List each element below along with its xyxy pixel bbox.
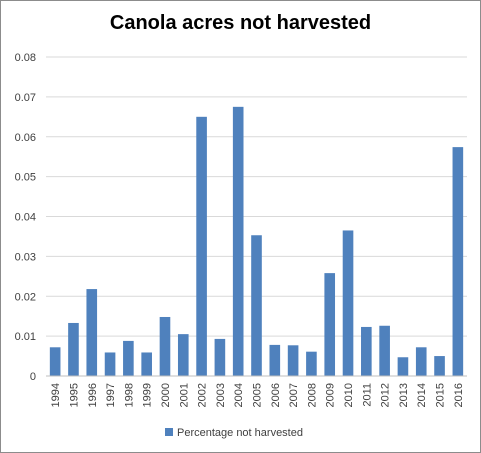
bar-1994 <box>49 347 61 376</box>
x-tick-label: 1994 <box>50 383 62 407</box>
bar-1998 <box>123 340 134 376</box>
bar-2000 <box>159 316 171 376</box>
bar-2006 <box>269 344 281 376</box>
x-tick-label: 2008 <box>306 383 318 407</box>
x-tick-label: 1999 <box>142 383 154 407</box>
bar-2012 <box>379 325 390 376</box>
x-tick-label: 2004 <box>233 383 245 407</box>
y-tick-label: 0 <box>30 371 36 383</box>
bar-2005 <box>251 235 262 376</box>
legend-label: Percentage not harvested <box>177 427 303 439</box>
bars <box>49 106 464 376</box>
x-tick-label: 1997 <box>105 383 117 407</box>
bar-2008 <box>306 351 317 376</box>
legend: Percentage not harvested <box>165 427 303 439</box>
y-tick-label: 0.03 <box>15 251 36 263</box>
y-axis-tick-labels: 0 0.01 0.02 0.03 0.04 0.05 0.06 0.07 0.08 <box>15 52 36 383</box>
x-tick-label: 2012 <box>380 383 392 407</box>
x-tick-label: 2007 <box>288 383 300 407</box>
bar-2016 <box>452 147 464 376</box>
bar-1996 <box>86 289 98 376</box>
y-tick-label: 0.05 <box>15 172 36 184</box>
y-tick-label: 0.07 <box>15 92 36 104</box>
x-tick-label: 1998 <box>123 383 135 407</box>
bar-2001 <box>177 334 189 376</box>
bar-1995 <box>68 322 79 376</box>
y-tick-label: 0.06 <box>15 132 36 144</box>
x-tick-label: 2001 <box>178 383 190 407</box>
y-tick-label: 0.08 <box>15 52 36 64</box>
x-tick-label: 2010 <box>343 383 355 407</box>
x-tick-label: 2016 <box>453 383 465 407</box>
bar-2011 <box>361 326 372 376</box>
x-tick-label: 2003 <box>215 383 227 407</box>
y-tick-label: 0.01 <box>15 331 36 343</box>
bar-1997 <box>104 352 116 376</box>
x-tick-label: 1996 <box>87 383 99 407</box>
chart-title: Canola acres not harvested <box>109 12 372 34</box>
bar-2010 <box>342 230 354 376</box>
bar-2015 <box>434 356 445 376</box>
bar-1999 <box>141 352 152 376</box>
bar-2007 <box>287 345 299 376</box>
x-tick-label: 2005 <box>252 383 264 407</box>
bar-2014 <box>415 347 427 376</box>
x-tick-label: 2013 <box>398 383 410 407</box>
x-axis-tick-labels: 1994 1995 1996 1997 1998 1999 2000 2001 2002 2003… <box>50 383 465 407</box>
x-tick-label: 2009 <box>325 383 337 407</box>
bar-2003 <box>214 338 226 376</box>
bar-2002 <box>196 116 207 376</box>
bar-2009 <box>324 273 336 376</box>
x-tick-label: 2011 <box>361 383 373 407</box>
x-tick-label: 2015 <box>435 383 447 407</box>
x-tick-label: 2000 <box>160 383 172 407</box>
x-tick-label: 2014 <box>416 383 428 407</box>
x-tick-label: 2002 <box>197 383 209 407</box>
bar-2013 <box>397 357 409 376</box>
x-tick-label: 1995 <box>68 383 80 407</box>
y-tick-label: 0.04 <box>15 212 36 224</box>
bar-2004 <box>232 106 244 376</box>
legend-swatch <box>165 428 173 436</box>
x-tick-label: 2006 <box>270 383 282 407</box>
y-tick-label: 0.02 <box>15 291 36 303</box>
